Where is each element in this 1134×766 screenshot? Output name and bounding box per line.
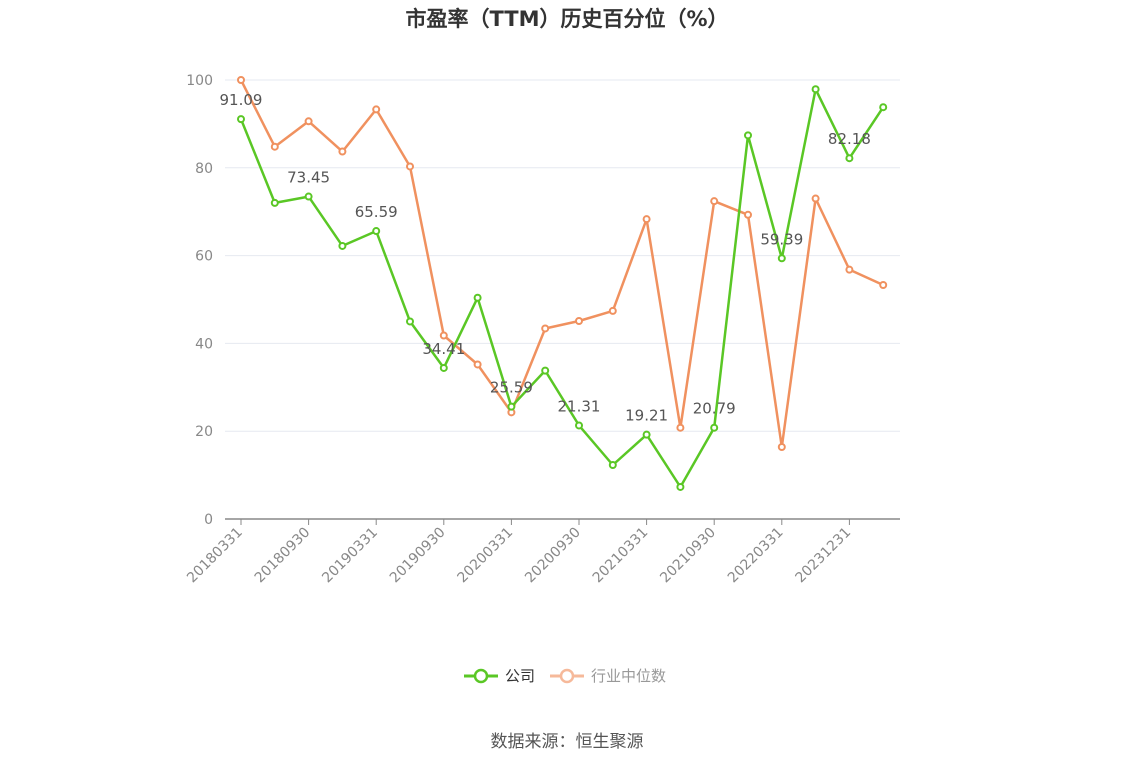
data-point[interactable] — [845, 265, 854, 274]
data-point[interactable] — [473, 360, 482, 369]
chart-title: 市盈率（TTM）历史百分位（%） — [405, 7, 728, 31]
data-point[interactable] — [811, 85, 820, 94]
y-tick-label: 60 — [195, 249, 213, 265]
source-note: 数据来源：恒生聚源 — [491, 732, 644, 752]
series-group — [237, 76, 888, 491]
legend-item-0[interactable]: 公司 — [464, 667, 535, 685]
data-point[interactable] — [541, 366, 550, 375]
data-point[interactable] — [237, 76, 245, 84]
x-tick-label: 20180930 — [252, 525, 314, 587]
series-line-0 — [239, 87, 885, 489]
data-point[interactable] — [270, 142, 279, 151]
data-point[interactable] — [304, 117, 313, 126]
data-point[interactable] — [338, 241, 347, 250]
x-tick-label: 20231231 — [793, 525, 855, 587]
x-tick-label: 20200930 — [522, 525, 584, 587]
data-point[interactable] — [710, 197, 719, 206]
data-point[interactable] — [845, 154, 854, 163]
data-point[interactable] — [439, 363, 448, 372]
x-tick-label: 20220331 — [725, 525, 787, 587]
legend-label: 公司 — [505, 667, 535, 685]
data-point[interactable] — [777, 443, 786, 452]
y-tick-label: 40 — [195, 336, 213, 352]
x-tick-label: 20180331 — [184, 525, 246, 587]
data-point[interactable] — [507, 402, 516, 411]
data-label: 25.59 — [490, 379, 533, 397]
data-point[interactable] — [439, 331, 448, 340]
data-point[interactable] — [372, 227, 381, 236]
x-tick-label: 20200331 — [455, 525, 517, 587]
x-tick-label: 20190331 — [319, 525, 381, 587]
data-label: 73.45 — [287, 169, 330, 187]
data-point[interactable] — [270, 198, 279, 207]
data-point[interactable] — [744, 210, 752, 219]
data-point[interactable] — [473, 293, 482, 302]
data-point[interactable] — [575, 421, 583, 430]
data-point[interactable] — [338, 147, 347, 156]
y-tick-label: 20 — [195, 424, 213, 440]
y-axis: 0 20 40 60 80 100 — [186, 73, 213, 528]
x-tick-label: 20210331 — [590, 525, 652, 587]
y-tick-label: 0 — [204, 512, 213, 528]
grid-lines — [225, 79, 900, 432]
data-point[interactable] — [237, 115, 245, 124]
data-point[interactable] — [642, 430, 651, 439]
legend-item-1[interactable]: 行业中位数 — [550, 667, 666, 685]
data-point[interactable] — [676, 423, 685, 432]
data-point[interactable] — [879, 103, 888, 112]
data-label: 91.09 — [220, 91, 263, 109]
data-labels: 91.09 73.45 65.59 34.41 25.59 21.31 19.21 20.79… — [220, 91, 871, 425]
data-point[interactable] — [304, 192, 313, 201]
data-label: 59.39 — [760, 230, 803, 248]
data-label: 65.59 — [355, 203, 398, 221]
data-point[interactable] — [608, 461, 617, 470]
data-point[interactable] — [642, 215, 651, 224]
data-label: 19.21 — [625, 407, 668, 425]
legend[interactable]: 公司 行业中位数 — [464, 667, 666, 685]
legend-label: 行业中位数 — [591, 667, 666, 685]
data-point[interactable] — [541, 324, 550, 333]
data-label: 21.31 — [558, 397, 601, 415]
data-point[interactable] — [811, 194, 820, 203]
y-tick-label: 100 — [186, 73, 213, 89]
data-label: 20.79 — [693, 400, 736, 418]
data-point[interactable] — [744, 131, 752, 140]
data-point[interactable] — [575, 317, 583, 326]
data-point[interactable] — [777, 254, 786, 263]
x-tick-label: 20190930 — [387, 525, 449, 587]
legend-marker — [559, 668, 575, 684]
data-point[interactable] — [608, 306, 617, 315]
legend-marker — [473, 668, 489, 684]
data-point[interactable] — [710, 423, 719, 432]
data-label: 34.41 — [422, 340, 465, 358]
data-point[interactable] — [372, 105, 381, 114]
y-tick-label: 80 — [195, 161, 213, 177]
series-line-1 — [239, 79, 884, 449]
data-point[interactable] — [406, 162, 414, 171]
x-tick-label: 20210930 — [657, 525, 719, 587]
data-label: 82.18 — [828, 130, 871, 148]
data-point[interactable] — [676, 482, 685, 491]
data-point[interactable] — [879, 281, 888, 290]
data-point[interactable] — [406, 317, 414, 326]
x-axis: 20180331 20180930 20190331 20190930 20200331… — [184, 518, 900, 587]
